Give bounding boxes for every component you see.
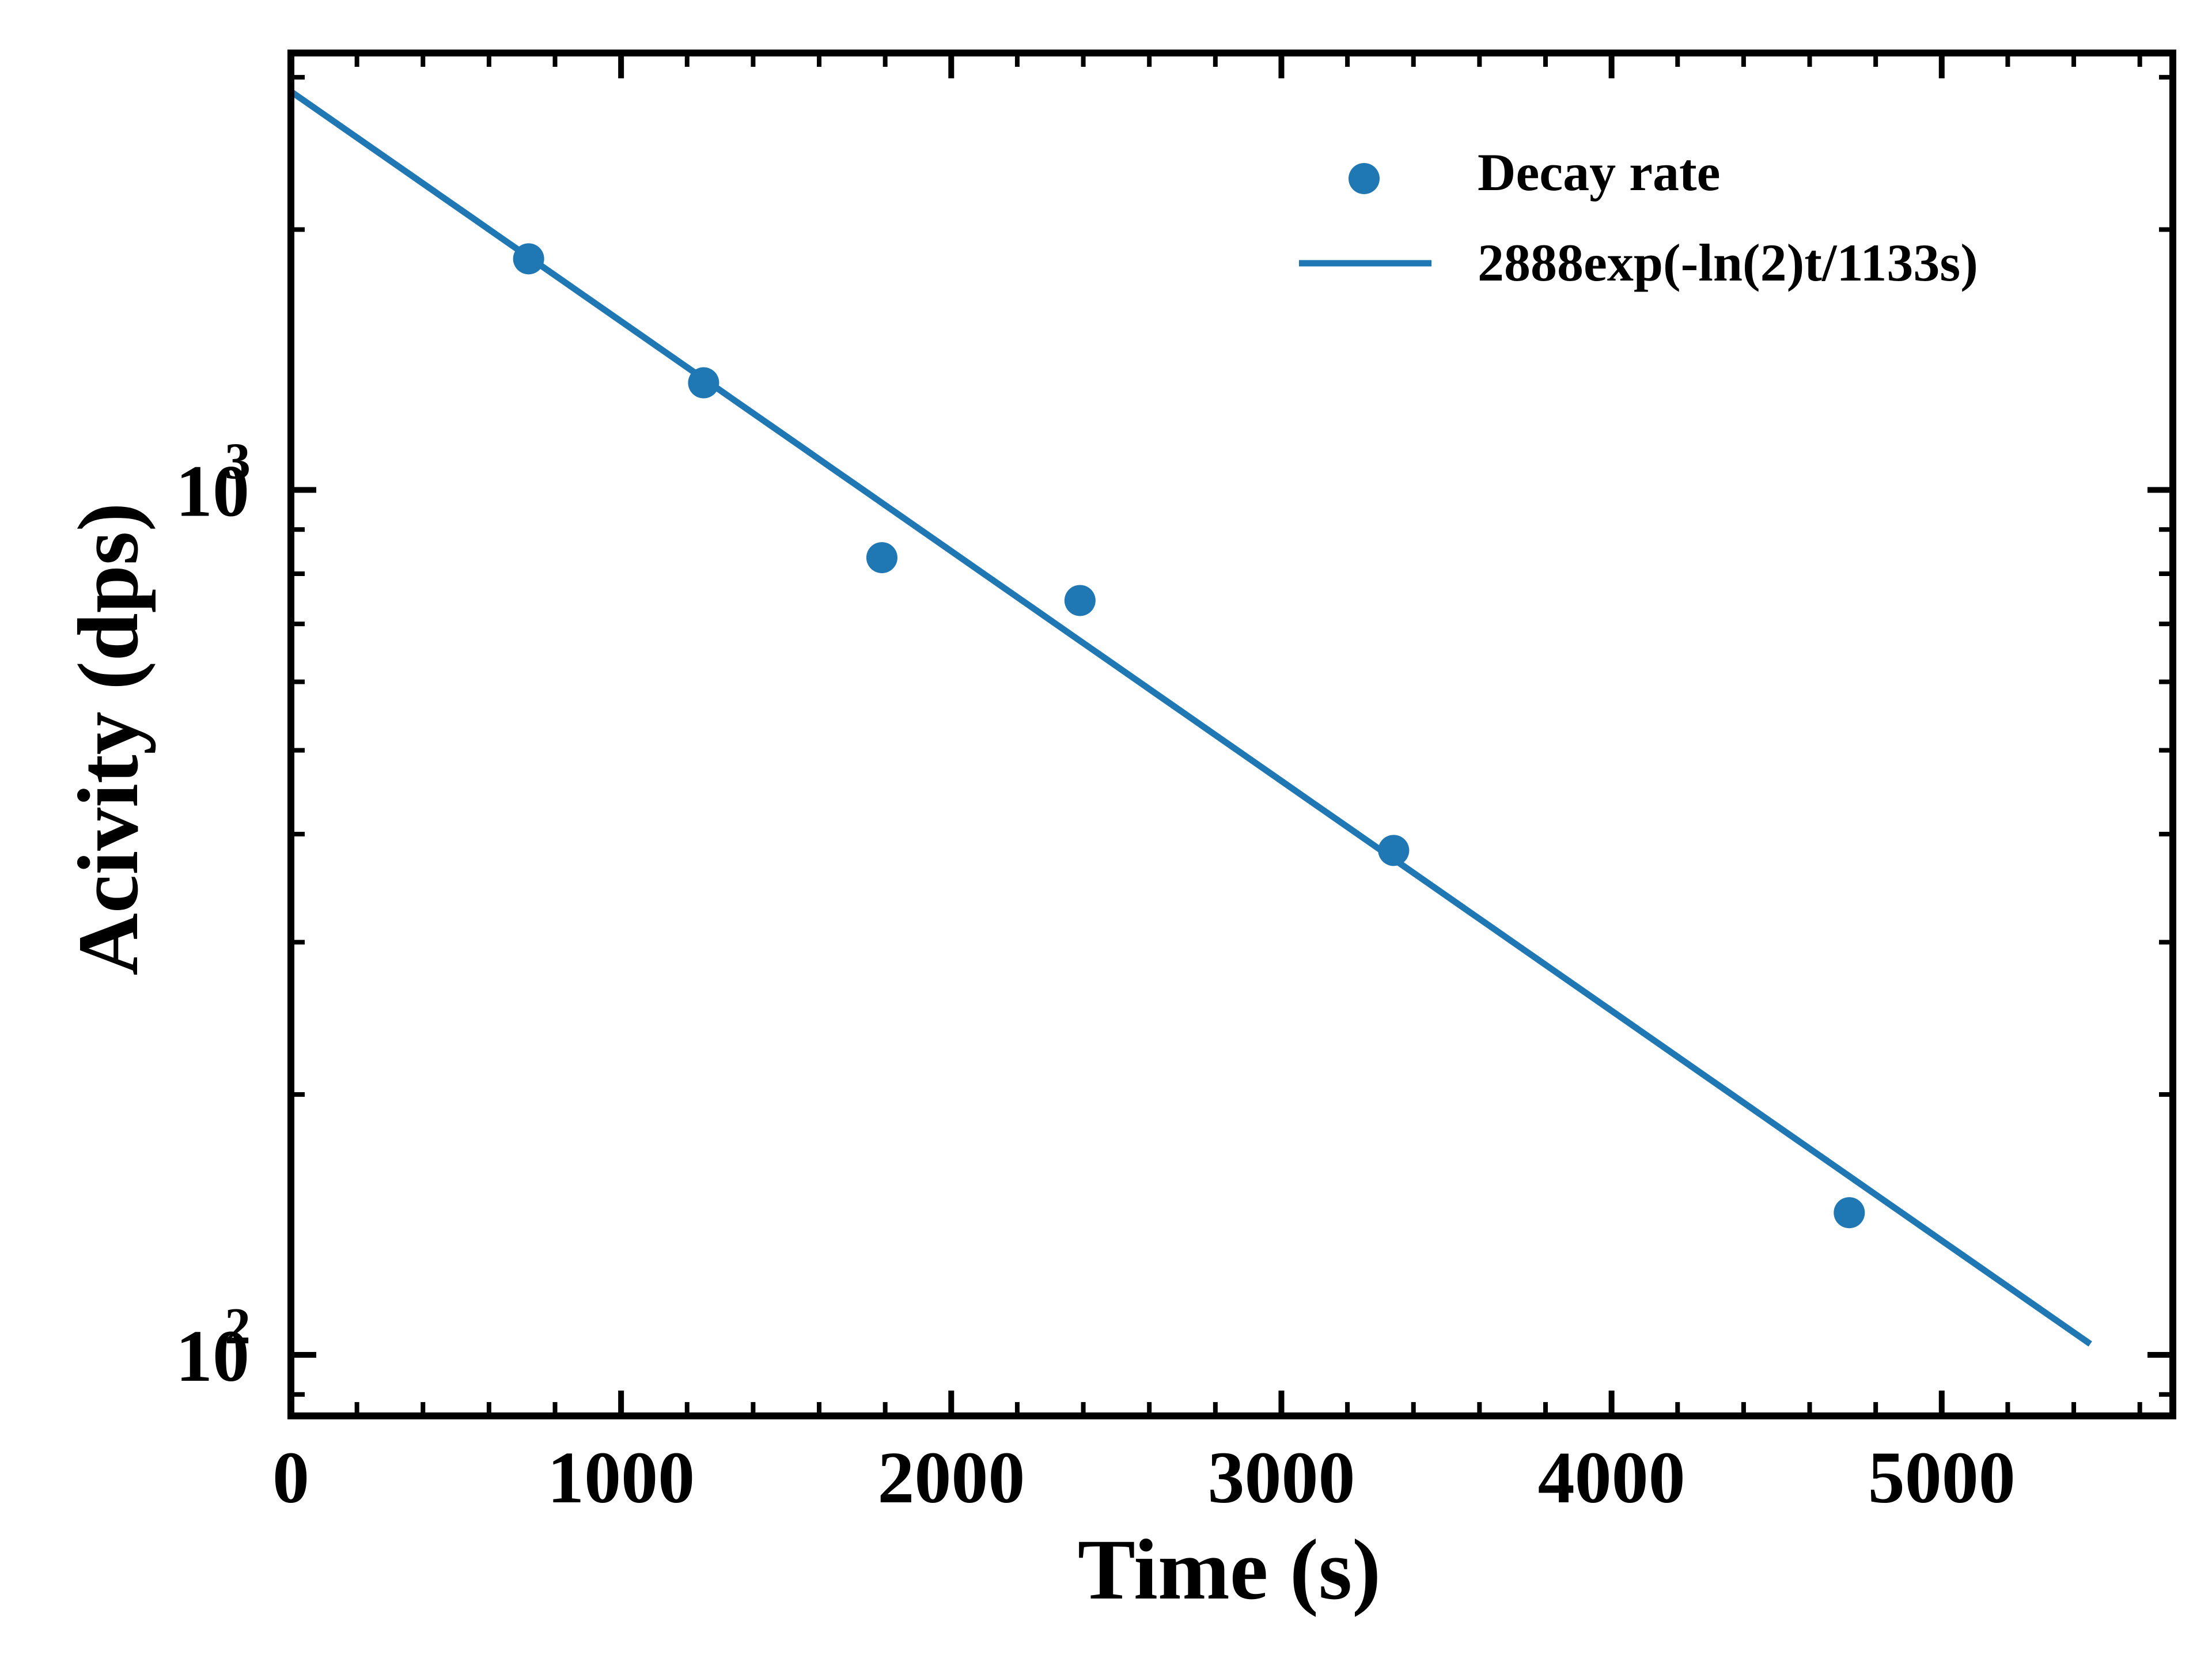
legend-marker-scatter [1349, 163, 1380, 194]
plot-area [289, 89, 2092, 1347]
x-tick-label: 3000 [1207, 1437, 1355, 1518]
y-axis-label: Acivity (dps) [60, 503, 156, 976]
x-tick-label: 1000 [547, 1437, 695, 1518]
y-tick-exponent: 3 [225, 433, 251, 490]
x-tick-label: 2000 [877, 1437, 1025, 1518]
data-point [1378, 835, 1410, 866]
data-point [1064, 585, 1096, 616]
data-point [866, 542, 897, 574]
legend-label-scatter: Decay rate [1478, 143, 1720, 202]
data-point [513, 243, 544, 275]
legend: Decay rate 2888exp(-ln(2)t/1133s) [1299, 143, 1978, 292]
fit-line [289, 89, 2092, 1347]
data-point [1834, 1197, 1865, 1229]
x-tick-label: 0 [272, 1437, 309, 1518]
y-tick-label: 10 [176, 1315, 249, 1397]
x-tick-label: 4000 [1538, 1437, 1685, 1518]
data-point [688, 367, 719, 399]
axis-labels: Time (s) Acivity (dps) [60, 503, 1381, 1618]
axes-frame [287, 50, 2176, 1419]
x-axis-label: Time (s) [1078, 1522, 1381, 1618]
y-tick-label: 10 [176, 450, 249, 532]
x-tick-label: 5000 [1868, 1437, 2016, 1518]
legend-label-line: 2888exp(-ln(2)t/1133s) [1478, 233, 1978, 292]
y-tick-exponent: 2 [225, 1298, 251, 1355]
axes-border [287, 50, 2176, 1419]
